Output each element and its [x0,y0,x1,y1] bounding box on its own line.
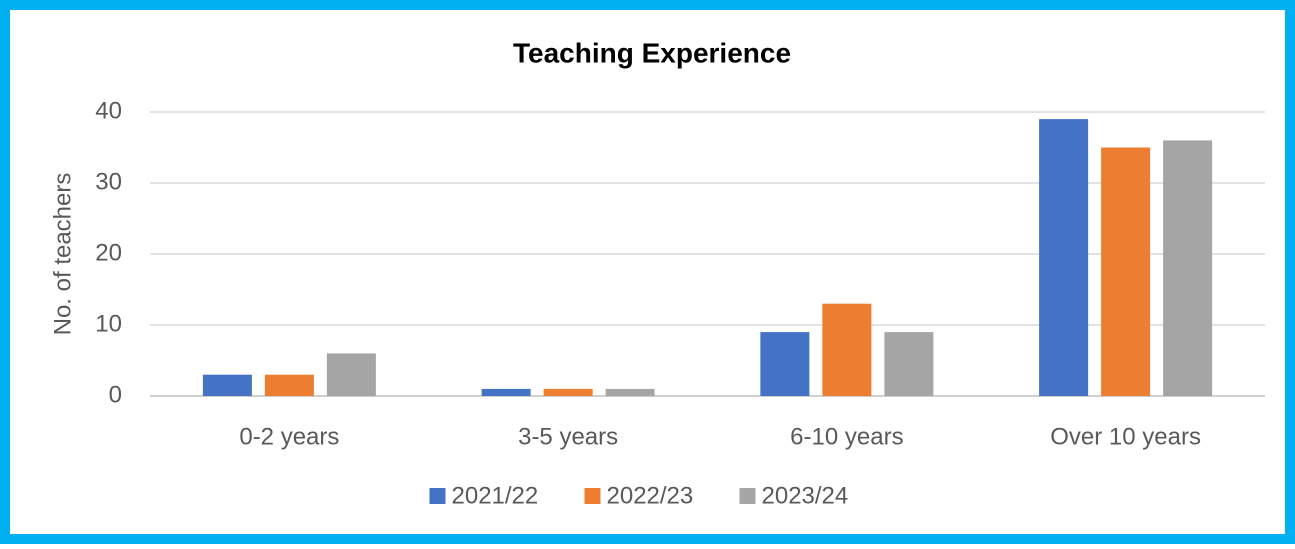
bar [202,374,252,396]
y-axis-label: No. of teachers [49,173,76,336]
y-tick-label: 40 [95,97,122,124]
legend-swatch [584,488,601,504]
bar [1039,119,1089,396]
y-tick-label: 20 [95,239,122,266]
legend-label: 2021/22 [452,482,539,509]
legend-label: 2022/23 [607,482,694,509]
y-tick-label: 30 [95,168,122,195]
bar [884,332,934,396]
legend-label: 2023/24 [762,482,849,509]
x-tick-label: 6-10 years [790,423,903,450]
y-tick-label: 0 [109,381,122,408]
x-tick-label: Over 10 years [1050,423,1201,450]
x-tick-label: 0-2 years [239,423,339,450]
bar [481,388,531,396]
bar [1163,140,1213,396]
chart-title: Teaching Experience [513,37,791,68]
x-tick-label: 3-5 years [518,423,618,450]
y-tick-label: 10 [95,310,122,337]
bar [543,388,593,396]
legend-swatch [429,488,446,504]
bar [264,374,314,396]
bar [1101,147,1151,396]
legend-swatch [739,488,756,504]
bar [822,303,872,396]
bar [605,388,655,396]
bar [326,353,376,396]
bar [760,332,810,396]
